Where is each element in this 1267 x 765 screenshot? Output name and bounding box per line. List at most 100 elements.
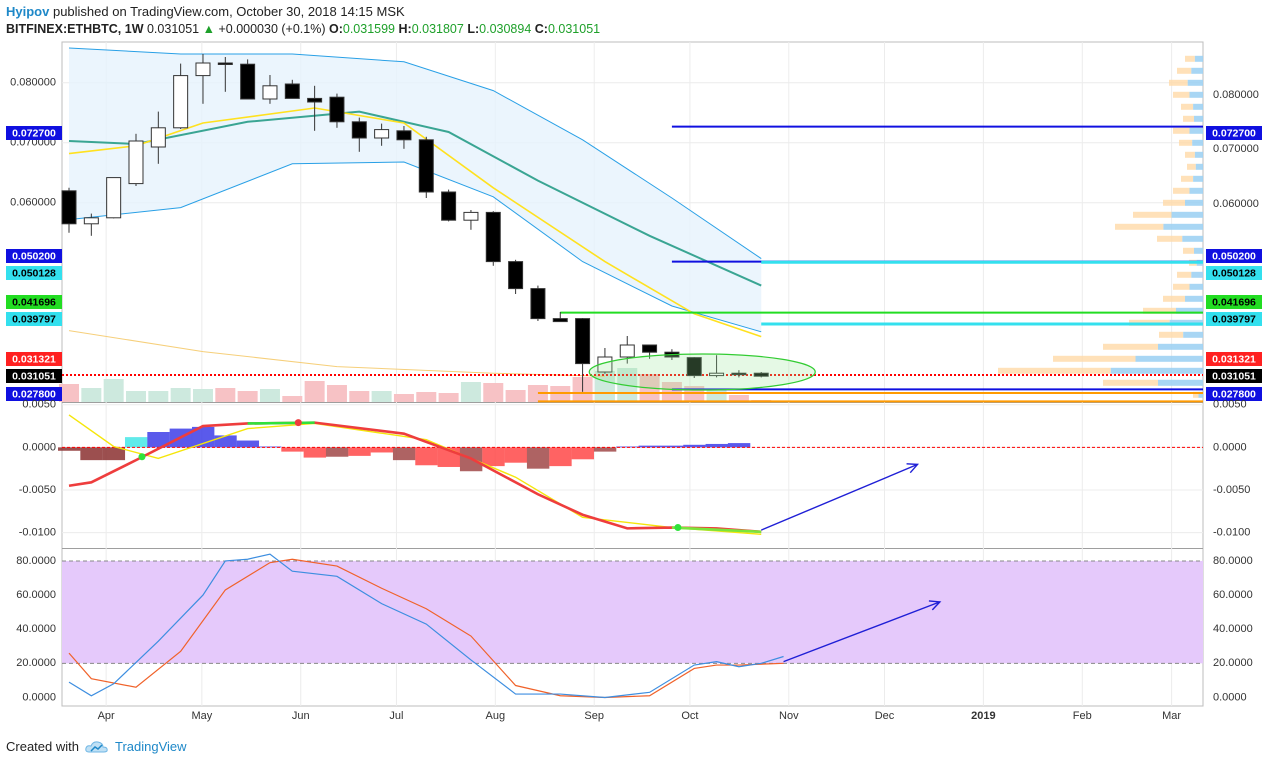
candle-body bbox=[441, 191, 457, 221]
candle bbox=[396, 126, 412, 149]
volume-profile-bar bbox=[1135, 355, 1203, 362]
price-badge bbox=[6, 295, 62, 309]
price-badge bbox=[6, 312, 62, 326]
candle bbox=[753, 372, 769, 378]
ellipse-annotation bbox=[588, 353, 816, 391]
volume-bar bbox=[371, 391, 392, 402]
candle-body bbox=[150, 127, 166, 148]
volume-profile-bar bbox=[1181, 103, 1194, 110]
volume-profile-bar bbox=[1193, 391, 1199, 398]
volume-bar bbox=[215, 388, 236, 402]
volume-bar bbox=[81, 388, 102, 402]
price-badge bbox=[1206, 266, 1262, 280]
candle bbox=[173, 63, 189, 129]
y-tick-label-left: 60.0000 bbox=[16, 589, 56, 601]
y-tick-label-right: -0.0100 bbox=[1213, 527, 1250, 539]
volume-profile-bar bbox=[1173, 283, 1190, 290]
y-tick-label-left: 0.080000 bbox=[10, 77, 56, 89]
price-badge-label: 0.072700 bbox=[12, 127, 56, 139]
volume-profile-bar bbox=[1158, 343, 1203, 350]
macd-bull-segment bbox=[671, 526, 762, 534]
y-tick-label-left: 0.0000 bbox=[22, 691, 56, 703]
y-tick-label-right: 40.0000 bbox=[1213, 623, 1253, 635]
footer: Created with TradingView bbox=[6, 739, 187, 754]
candle-body bbox=[217, 62, 233, 65]
volume-bar bbox=[706, 389, 727, 402]
volume-bar bbox=[170, 388, 191, 402]
price-badge-label: 0.050128 bbox=[12, 267, 56, 279]
y-tick-label-left: -0.0100 bbox=[19, 527, 56, 539]
candle-body bbox=[530, 288, 546, 320]
x-tick-label: Dec bbox=[875, 710, 895, 722]
candle bbox=[195, 54, 211, 104]
volume-profile-bar bbox=[1159, 331, 1184, 338]
volume-profile-bar bbox=[1189, 91, 1203, 98]
candle-body bbox=[83, 217, 99, 225]
overbought-band bbox=[62, 560, 1203, 664]
volume-profile-bar bbox=[1158, 379, 1203, 386]
volume-profile-bar bbox=[1194, 151, 1203, 158]
volume-bar bbox=[438, 393, 459, 402]
candle bbox=[463, 210, 479, 230]
y-tick-label-left: 20.0000 bbox=[16, 657, 56, 669]
candle-body bbox=[307, 97, 323, 103]
volume-profile-bar bbox=[1181, 175, 1194, 182]
volume-profile-bar bbox=[1183, 247, 1194, 254]
candle bbox=[150, 111, 166, 164]
macd-histogram-bar bbox=[415, 447, 438, 466]
tradingview-brand-link[interactable]: TradingView bbox=[114, 739, 187, 754]
author-link[interactable]: Hyipov bbox=[6, 4, 50, 19]
candle-body bbox=[552, 318, 568, 323]
candle-body bbox=[374, 129, 390, 139]
volume-profile-bar bbox=[1053, 355, 1136, 362]
volume-bar bbox=[304, 381, 325, 402]
volume-profile-bar bbox=[1163, 199, 1185, 206]
volume-profile-bar bbox=[1193, 103, 1203, 110]
macd-histogram-bar bbox=[214, 435, 237, 448]
x-tick-label: Apr bbox=[98, 710, 115, 722]
volume-bar bbox=[237, 391, 258, 402]
price-badge bbox=[6, 387, 62, 401]
x-tick-label: Sep bbox=[584, 710, 604, 722]
macd-histogram-bar bbox=[281, 447, 304, 452]
price-badge-label: 0.027800 bbox=[12, 388, 56, 400]
low-value: 0.030894 bbox=[479, 22, 532, 36]
price-badge bbox=[1206, 312, 1262, 326]
macd-histogram-bar bbox=[392, 447, 416, 461]
stoch-k-line bbox=[68, 553, 784, 699]
macd-histogram-bar bbox=[147, 432, 170, 448]
macd-histogram-bar bbox=[727, 443, 751, 448]
price-badge-label: 0.031051 bbox=[1212, 370, 1256, 382]
candle bbox=[485, 211, 501, 266]
volume-profile-bar bbox=[1189, 187, 1203, 194]
stoch-d-line bbox=[68, 558, 784, 699]
candle bbox=[307, 85, 323, 131]
y-tick-label-left: 40.0000 bbox=[16, 623, 56, 635]
created-with-label: Created with bbox=[6, 739, 79, 754]
volume-profile-bar bbox=[1169, 79, 1188, 86]
macd-histogram-bar bbox=[593, 447, 617, 452]
volume-bar bbox=[282, 396, 303, 402]
candle bbox=[128, 133, 144, 186]
price-badge-label: 0.072700 bbox=[1212, 127, 1256, 139]
candle-body bbox=[575, 318, 591, 365]
open-label: O: bbox=[328, 22, 343, 36]
candle-body bbox=[351, 121, 367, 139]
volume-profile-bar bbox=[1191, 67, 1203, 74]
candle-body bbox=[418, 139, 434, 193]
volume-profile-bar bbox=[1173, 91, 1190, 98]
macd-histogram-bar bbox=[325, 447, 349, 457]
macd-histogram-bar bbox=[258, 446, 282, 448]
x-tick-label: Aug bbox=[486, 710, 506, 722]
volume-profile-bar bbox=[1179, 139, 1193, 146]
y-tick-label-right: 0.080000 bbox=[1213, 89, 1259, 101]
price-badge bbox=[6, 352, 62, 366]
volume-profile-bar bbox=[1173, 187, 1190, 194]
macd-histogram-bar bbox=[660, 445, 684, 448]
volume-profile-bar bbox=[1177, 271, 1192, 278]
y-tick-label-left: 0.060000 bbox=[10, 197, 56, 209]
cross-dot bbox=[138, 453, 146, 461]
y-tick-label-left: -0.0050 bbox=[19, 484, 56, 496]
price-badge-label: 0.031321 bbox=[1212, 353, 1256, 365]
